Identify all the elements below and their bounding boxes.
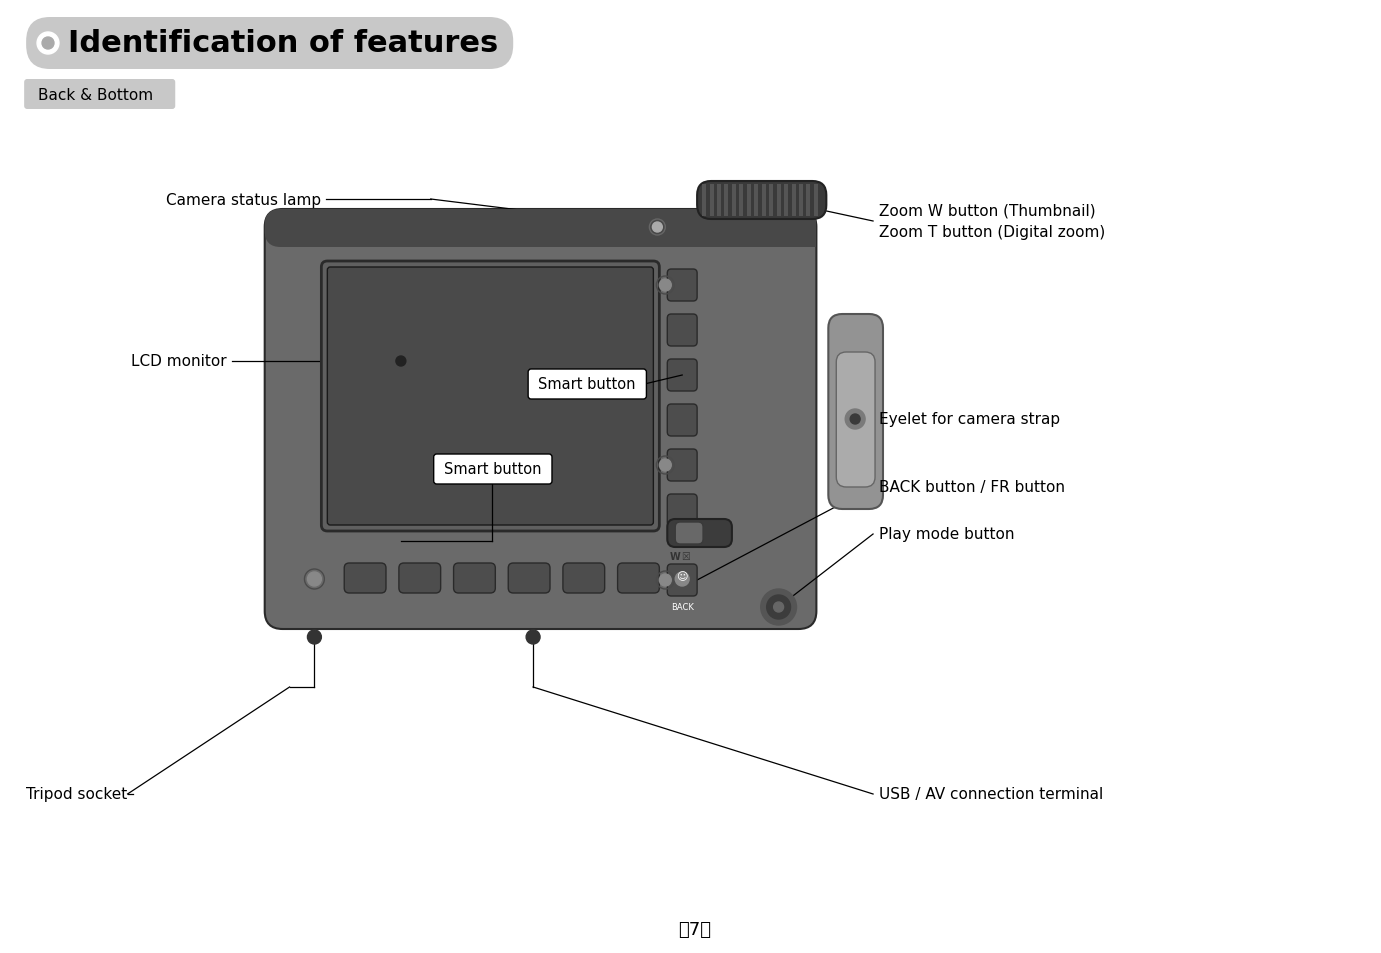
Text: Eyelet for camera strap: Eyelet for camera strap [880,412,1061,427]
FancyBboxPatch shape [265,210,304,248]
FancyBboxPatch shape [399,563,441,594]
Text: BACK: BACK [671,602,693,612]
Text: Q: Q [681,506,688,516]
Text: Play mode button: Play mode button [880,527,1015,542]
Circle shape [41,38,54,50]
Circle shape [37,33,59,55]
FancyBboxPatch shape [667,270,697,302]
Text: ☒: ☒ [681,552,690,561]
Bar [776,185,780,216]
FancyBboxPatch shape [344,563,385,594]
Bar [732,185,736,216]
FancyBboxPatch shape [697,182,826,220]
Bar [807,185,811,216]
Circle shape [526,630,540,644]
FancyBboxPatch shape [23,80,175,110]
Circle shape [851,415,860,424]
Text: W: W [670,552,679,561]
Text: Tripod socket: Tripod socket [26,786,127,801]
Bar [747,185,751,216]
FancyBboxPatch shape [528,370,646,399]
Text: Identification of features: Identification of features [68,30,499,58]
Bar [725,185,728,216]
Text: Zoom W button (Thumbnail)
Zoom T button (Digital zoom): Zoom W button (Thumbnail) Zoom T button … [880,204,1105,240]
FancyBboxPatch shape [667,564,697,597]
Bar [754,185,758,216]
Circle shape [652,223,663,233]
Circle shape [845,410,865,430]
Circle shape [659,459,671,472]
Circle shape [308,573,322,586]
FancyBboxPatch shape [667,314,697,347]
FancyBboxPatch shape [829,314,882,510]
Bar [280,210,816,248]
Bar [702,185,706,216]
Bar [739,185,743,216]
Bar [800,185,802,216]
Circle shape [308,630,322,644]
Text: Smart button: Smart button [443,462,541,477]
Text: Smart button: Smart button [539,377,635,392]
Bar [762,185,765,216]
Circle shape [761,589,797,625]
FancyBboxPatch shape [26,18,514,70]
Text: ☺: ☺ [677,572,688,581]
Circle shape [766,596,790,619]
FancyBboxPatch shape [322,262,659,532]
Bar [717,185,721,216]
Bar [769,185,773,216]
FancyBboxPatch shape [327,268,653,525]
FancyBboxPatch shape [453,563,496,594]
Text: 《7》: 《7》 [678,920,711,938]
Circle shape [773,602,783,613]
Bar [791,185,795,216]
Text: LCD monitor: LCD monitor [131,355,226,369]
FancyBboxPatch shape [667,519,732,547]
FancyBboxPatch shape [508,563,550,594]
FancyBboxPatch shape [265,210,816,629]
FancyBboxPatch shape [617,563,659,594]
Bar [710,185,714,216]
Text: Camera status lamp: Camera status lamp [166,193,322,208]
Circle shape [659,280,671,292]
Circle shape [659,575,671,586]
FancyBboxPatch shape [434,455,552,484]
FancyBboxPatch shape [667,450,697,481]
Bar [784,185,789,216]
Circle shape [396,356,406,367]
FancyBboxPatch shape [667,359,697,392]
FancyBboxPatch shape [675,522,703,544]
Bar [813,185,818,216]
Text: USB / AV connection terminal: USB / AV connection terminal [880,786,1103,801]
FancyBboxPatch shape [837,353,876,488]
Text: Back & Bottom: Back & Bottom [39,88,153,102]
Text: T: T [670,505,677,516]
FancyBboxPatch shape [563,563,605,594]
Text: BACK button / FR button: BACK button / FR button [880,480,1065,495]
FancyBboxPatch shape [667,495,697,526]
Circle shape [675,573,689,586]
FancyBboxPatch shape [667,405,697,436]
